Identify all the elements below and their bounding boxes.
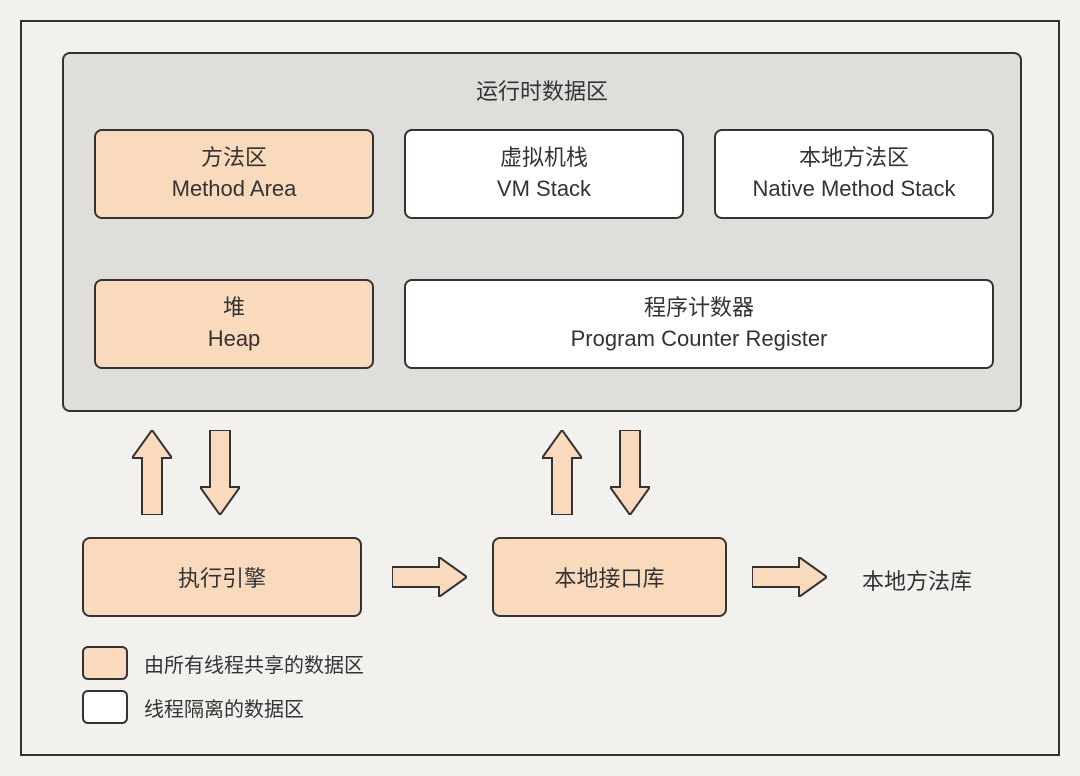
arrow-lib-up (542, 430, 582, 515)
legend-isolated-row: 线程隔离的数据区 (82, 690, 364, 724)
diagram-outer-frame: 运行时数据区 方法区 Method Area 虚拟机栈 VM Stack 本地方… (20, 20, 1060, 756)
pcr-label-zh: 程序计数器 (644, 293, 754, 324)
method-area-box: 方法区 Method Area (94, 129, 374, 219)
native-method-lib-label: 本地方法库 (862, 564, 972, 596)
native-method-stack-label-zh: 本地方法区 (799, 143, 909, 174)
exec-engine-box: 执行引擎 (82, 537, 362, 617)
heap-label-en: Heap (208, 324, 261, 355)
legend: 由所有线程共享的数据区 线程隔离的数据区 (82, 636, 364, 724)
native-method-stack-box: 本地方法区 Native Method Stack (714, 129, 994, 219)
legend-isolated-text: 线程隔离的数据区 (144, 693, 304, 722)
vm-stack-label-zh: 虚拟机栈 (500, 143, 588, 174)
heap-label-zh: 堆 (223, 293, 245, 324)
runtime-title: 运行时数据区 (64, 74, 1020, 106)
native-interface-lib-box: 本地接口库 (492, 537, 727, 617)
legend-shared-swatch (82, 646, 128, 680)
arrow-exec-to-lib (392, 557, 467, 597)
arrow-lib-down (610, 430, 650, 515)
legend-isolated-swatch (82, 690, 128, 724)
method-area-label-en: Method Area (172, 174, 297, 205)
vm-stack-box: 虚拟机栈 VM Stack (404, 129, 684, 219)
heap-box: 堆 Heap (94, 279, 374, 369)
pcr-label-en: Program Counter Register (571, 324, 828, 355)
native-method-stack-label-en: Native Method Stack (753, 174, 956, 205)
program-counter-register-box: 程序计数器 Program Counter Register (404, 279, 994, 369)
arrow-lib-to-native-methods (752, 557, 827, 597)
legend-shared-row: 由所有线程共享的数据区 (82, 646, 364, 680)
arrow-exec-up (132, 430, 172, 515)
native-interface-lib-label: 本地接口库 (554, 561, 664, 593)
exec-engine-label: 执行引擎 (178, 561, 266, 593)
vm-stack-label-en: VM Stack (497, 174, 591, 205)
runtime-data-area: 运行时数据区 方法区 Method Area 虚拟机栈 VM Stack 本地方… (62, 52, 1022, 412)
legend-shared-text: 由所有线程共享的数据区 (144, 649, 364, 678)
arrow-exec-down (200, 430, 240, 515)
method-area-label-zh: 方法区 (201, 143, 267, 174)
